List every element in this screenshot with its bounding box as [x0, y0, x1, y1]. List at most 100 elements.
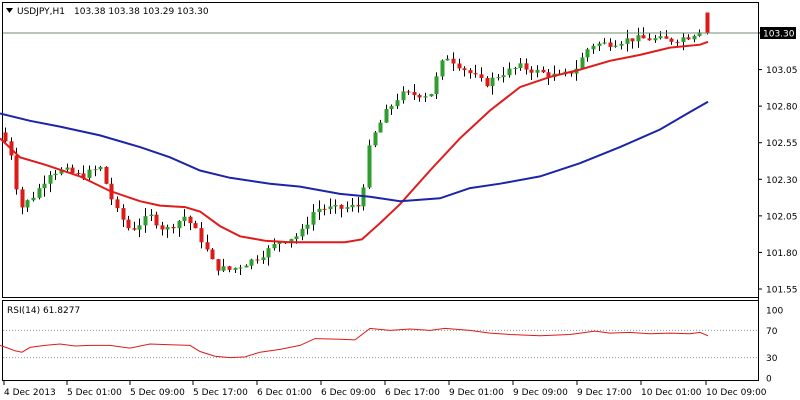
rsi-axis: 100 70 30 0: [766, 307, 783, 385]
candle-bullish: [490, 77, 495, 87]
time-tick-label: 9 Dec 09:00: [513, 388, 568, 398]
candle-bullish: [311, 212, 316, 225]
candle-bullish: [333, 204, 338, 207]
price-tick-label: 103.05: [766, 66, 798, 76]
candle-bullish: [300, 228, 305, 237]
candle-bullish: [619, 43, 624, 46]
candle-bullish: [42, 183, 47, 189]
candle-bullish: [272, 243, 277, 249]
candle-bearish: [193, 223, 198, 229]
candle-bullish: [305, 224, 310, 229]
candle-bullish: [580, 57, 585, 69]
candle-bullish: [496, 77, 501, 79]
candle-bearish: [468, 70, 473, 74]
candle-bearish: [356, 204, 361, 207]
candle-bearish: [20, 189, 25, 208]
candle-bullish: [53, 173, 58, 176]
rsi-line: [0, 327, 709, 359]
candle-bullish: [149, 214, 154, 217]
symbol-label: USDJPY,H1: [17, 7, 65, 17]
candlestick-series: [3, 12, 710, 276]
candle-bullish: [233, 268, 238, 270]
candle-bullish: [328, 206, 333, 210]
candle-bullish: [389, 106, 394, 110]
candle-bullish: [513, 67, 518, 69]
candle-bullish: [602, 42, 607, 44]
candle-bearish: [479, 74, 484, 79]
candle-bullish: [261, 257, 266, 260]
candle-bullish: [384, 109, 389, 123]
time-tick-label: 5 Dec 17:00: [193, 388, 248, 398]
candle-bullish: [37, 188, 42, 198]
candle-bearish: [227, 266, 232, 270]
candle-bearish: [541, 69, 546, 73]
candle-bullish: [535, 69, 540, 73]
candle-bullish: [177, 220, 182, 229]
candle-bullish: [613, 45, 618, 47]
candle-bullish: [440, 60, 445, 77]
candle-bearish: [188, 216, 193, 224]
time-tick-label: 5 Dec 09:00: [130, 388, 185, 398]
current-price-tag: [760, 27, 796, 39]
candle-bullish: [350, 204, 355, 208]
candle-bullish: [48, 175, 53, 184]
candle-bullish: [143, 216, 148, 226]
candle-bearish: [121, 208, 126, 220]
candle-bearish: [608, 42, 613, 47]
candle-bullish: [585, 49, 590, 58]
candle-bullish: [658, 36, 663, 39]
moving-averages: [0, 40, 709, 244]
price-tick-label: 101.55: [766, 286, 798, 296]
candle-bearish: [546, 72, 551, 77]
candle-bearish: [417, 95, 422, 98]
candle-bullish: [653, 38, 658, 41]
candle-bearish: [339, 204, 344, 209]
candle-bearish: [216, 259, 221, 271]
candle-bullish: [681, 37, 686, 43]
slow-ma-line: [0, 100, 709, 203]
candle-bearish: [154, 214, 159, 226]
candle-bullish: [221, 266, 226, 271]
price-tick-label: 102.80: [766, 103, 798, 113]
candle-bearish: [485, 78, 490, 87]
candle-bullish: [98, 167, 103, 170]
time-tick-label: 6 Dec 01:00: [257, 388, 312, 398]
candle-bearish: [647, 38, 652, 41]
candle-bearish: [451, 58, 456, 64]
price-axis: 103.05 102.80 102.55 102.30 102.05 101.80 101.…: [758, 32, 798, 296]
candle-bearish: [641, 35, 646, 39]
ohlc-label: 103.38 103.38 103.29 103.30: [74, 7, 209, 17]
candle-bullish: [25, 200, 30, 208]
rsi-tick-label: 100: [766, 307, 783, 317]
candle-bullish: [345, 207, 350, 209]
candle-bearish: [630, 38, 635, 42]
candle-bullish: [597, 43, 602, 46]
candle-bullish: [591, 45, 596, 50]
time-tick-label: 9 Dec 17:00: [577, 388, 632, 398]
candle-bullish: [317, 208, 322, 213]
candle-bullish: [294, 236, 299, 240]
candle-bullish: [182, 216, 187, 221]
candle-bullish: [445, 58, 450, 61]
candle-bullish: [165, 226, 170, 230]
candle-bullish: [87, 169, 92, 178]
fast-ma-line: [0, 40, 709, 244]
price-tick-label: 102.55: [766, 139, 798, 149]
candle-bearish: [171, 226, 176, 229]
candle-bearish: [70, 167, 75, 173]
candle-bullish: [289, 239, 294, 243]
rsi-title: RSI(14) 61.8277: [7, 306, 80, 316]
rsi-tick-label: 0: [766, 375, 772, 385]
candle-bullish: [518, 63, 523, 68]
candle-bullish: [395, 100, 400, 107]
candle-bullish: [137, 225, 142, 230]
candle-bearish: [524, 63, 529, 70]
candle-bullish: [367, 145, 372, 188]
candle-bullish: [59, 169, 64, 174]
candle-bearish: [529, 69, 534, 73]
dropdown-triangle-icon[interactable]: [6, 8, 13, 13]
candle-bearish: [14, 155, 19, 190]
candle-bullish: [266, 248, 271, 258]
candle-bearish: [76, 172, 81, 174]
